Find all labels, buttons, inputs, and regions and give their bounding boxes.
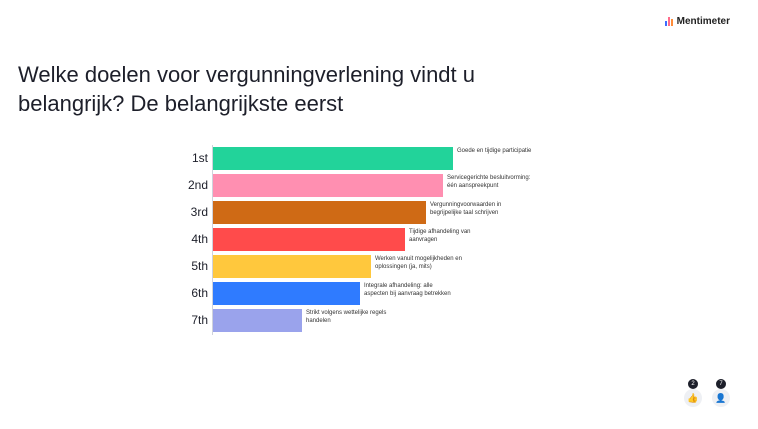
chart-row: 4th Tijdige afhandeling van aanvragen <box>150 226 580 253</box>
bar-label: Integrale afhandeling: alle aspecten bij… <box>364 283 451 297</box>
rank-bar <box>213 255 371 278</box>
chart-row: 6th Integrale afhandeling: alle aspecten … <box>150 280 580 307</box>
rank-label: 2nd <box>187 178 208 192</box>
rank-label: 1st <box>191 151 208 165</box>
bar-label: Tijdige afhandeling van aanvragen <box>409 229 471 243</box>
bar-label: Goede en tijdige participatie <box>457 148 532 154</box>
rank-label: 6th <box>191 286 208 300</box>
chart-row: 7th Strikt volgens wettelijke regels hand… <box>150 307 580 334</box>
question-title: Welke doelen voor vergunningverlening vi… <box>18 62 475 116</box>
bar-label: Servicegerichte besluitvorming: één aans… <box>447 175 531 189</box>
chart-row: 3rd Vergunningvoorwaarden in begrijpelijk… <box>150 199 580 226</box>
ranking-chart: 1st Goede en tijdige participatie 2nd Servi… <box>150 145 580 335</box>
reactions-button[interactable]: 2 👍 <box>684 379 702 407</box>
rank-bar <box>213 147 453 170</box>
rank-label: 5th <box>191 259 208 273</box>
participants-count: 7 <box>716 379 726 389</box>
thumbs-up-icon: 👍 <box>687 392 699 403</box>
reactions-count: 2 <box>688 379 698 389</box>
rank-bar <box>213 309 302 332</box>
bar-label: Vergunningvoorwaarden in begrijpelijke t… <box>430 202 502 216</box>
chart-row: 1st Goede en tijdige participatie <box>150 145 580 172</box>
footer-icons: 2 👍 7 👤 <box>684 379 730 407</box>
bar-label: Strikt volgens wettelijke regels handele… <box>306 310 387 324</box>
bar-label: Werken vanuit mogelijkheden en oplossing… <box>375 256 462 270</box>
rank-bar <box>213 201 426 224</box>
rank-bar <box>213 174 443 197</box>
mentimeter-brand: Mentimeter <box>664 16 730 27</box>
rank-bar <box>213 282 360 305</box>
chart-row: 5th Werken vanuit mogelijkheden en oploss… <box>150 253 580 280</box>
rank-label: 4th <box>191 232 208 246</box>
rank-label: 3rd <box>190 205 208 219</box>
rank-bar <box>213 228 405 251</box>
axis-line <box>212 145 213 335</box>
person-icon: 👤 <box>715 392 727 403</box>
brand-name: Mentimeter <box>676 16 730 27</box>
participants-button[interactable]: 7 👤 <box>712 379 730 407</box>
mentimeter-logo-icon <box>664 17 673 26</box>
chart-row: 2nd Servicegerichte besluitvorming: één a… <box>150 172 580 199</box>
rank-label: 7th <box>191 313 208 327</box>
